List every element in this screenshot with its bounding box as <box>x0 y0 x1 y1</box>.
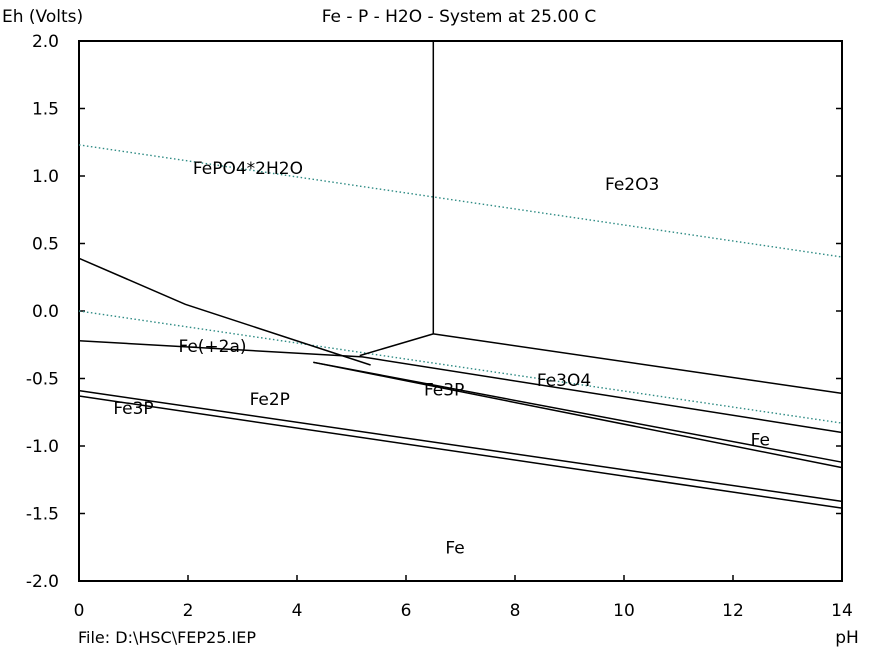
phase-boundary <box>78 257 371 366</box>
phase-boundary <box>313 361 843 469</box>
x-tick-label: 8 <box>510 601 521 621</box>
y-tick-label: -1.0 <box>26 437 59 457</box>
y-axis-label: Eh (Volts) <box>2 7 83 27</box>
water-stability-line <box>78 310 843 424</box>
region-label: Fe <box>751 430 770 450</box>
x-tick-label: 12 <box>722 601 744 621</box>
y-tick-label: 1.0 <box>32 167 59 187</box>
y-tick-label: 1.5 <box>32 100 59 120</box>
x-tick-label: 10 <box>613 601 635 621</box>
y-tick-label: -1.5 <box>26 505 59 525</box>
chart-title: Fe - P - H2O - System at 25.00 C <box>322 7 597 27</box>
x-axis-label: pH <box>835 628 859 648</box>
region-label: Fe(+2a) <box>178 337 246 357</box>
phase-boundary <box>313 361 843 463</box>
phase-boundary <box>78 339 843 434</box>
plot-area: 0 2 4 6 8 10 12 14 2.0 1.5 1.0 0.5 0.0 -0.5 -1.0 -1.5 -2… <box>26 32 853 621</box>
file-footer: File: D:\HSC\FEP25.IEP <box>78 628 256 647</box>
y-tick-label: 0.5 <box>32 235 59 255</box>
plot-frame <box>78 40 843 582</box>
region-label: FePO4*2H2O <box>193 159 303 179</box>
phase-boundary <box>433 333 843 395</box>
region-label: Fe2P <box>250 390 290 410</box>
phase-boundary <box>78 395 843 509</box>
region-label: Fe2O3 <box>605 175 659 195</box>
water-stability-line <box>78 144 843 258</box>
x-tick-label: 6 <box>401 601 412 621</box>
x-tick-label: 0 <box>74 601 85 621</box>
y-tick-label: 2.0 <box>32 32 59 52</box>
region-label: Fe3O4 <box>537 371 591 391</box>
region-label: Fe3P <box>113 399 153 419</box>
region-label: Fe <box>445 538 464 558</box>
phase-boundary <box>78 389 843 503</box>
x-tick-label: 2 <box>183 601 194 621</box>
x-tick-label: 14 <box>831 601 853 621</box>
phase-boundary <box>359 333 434 357</box>
x-tick-label: 4 <box>292 601 303 621</box>
y-tick-label: 0.0 <box>32 302 59 322</box>
y-tick-label: -0.5 <box>26 370 59 390</box>
y-tick-label: -2.0 <box>26 572 59 592</box>
region-label: Fe3P <box>424 380 464 400</box>
